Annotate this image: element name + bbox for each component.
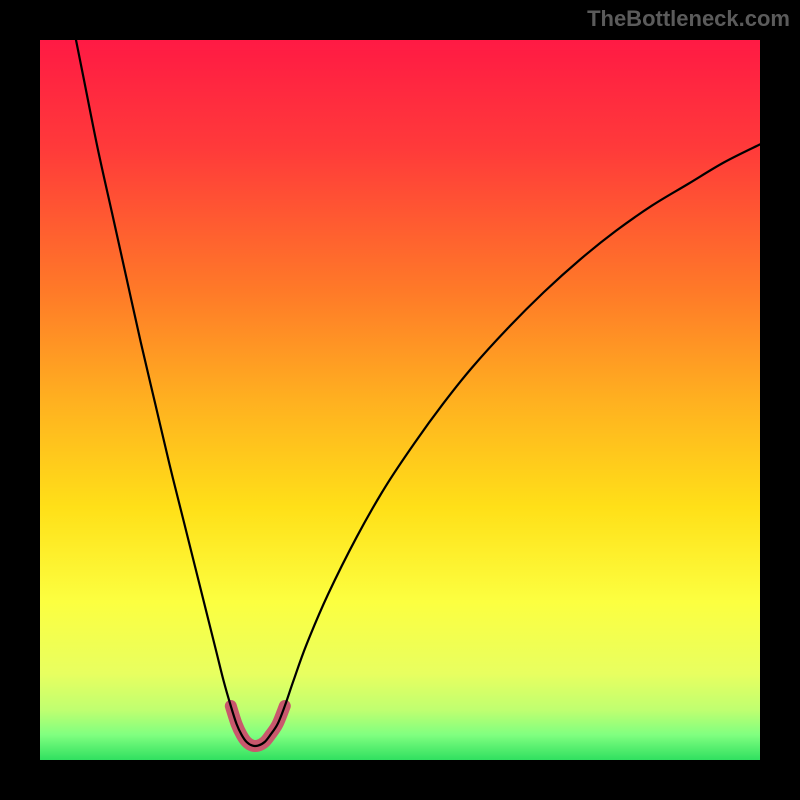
chart-container: TheBottleneck.com [0,0,800,800]
chart-svg [0,0,800,800]
plot-background [40,40,760,760]
